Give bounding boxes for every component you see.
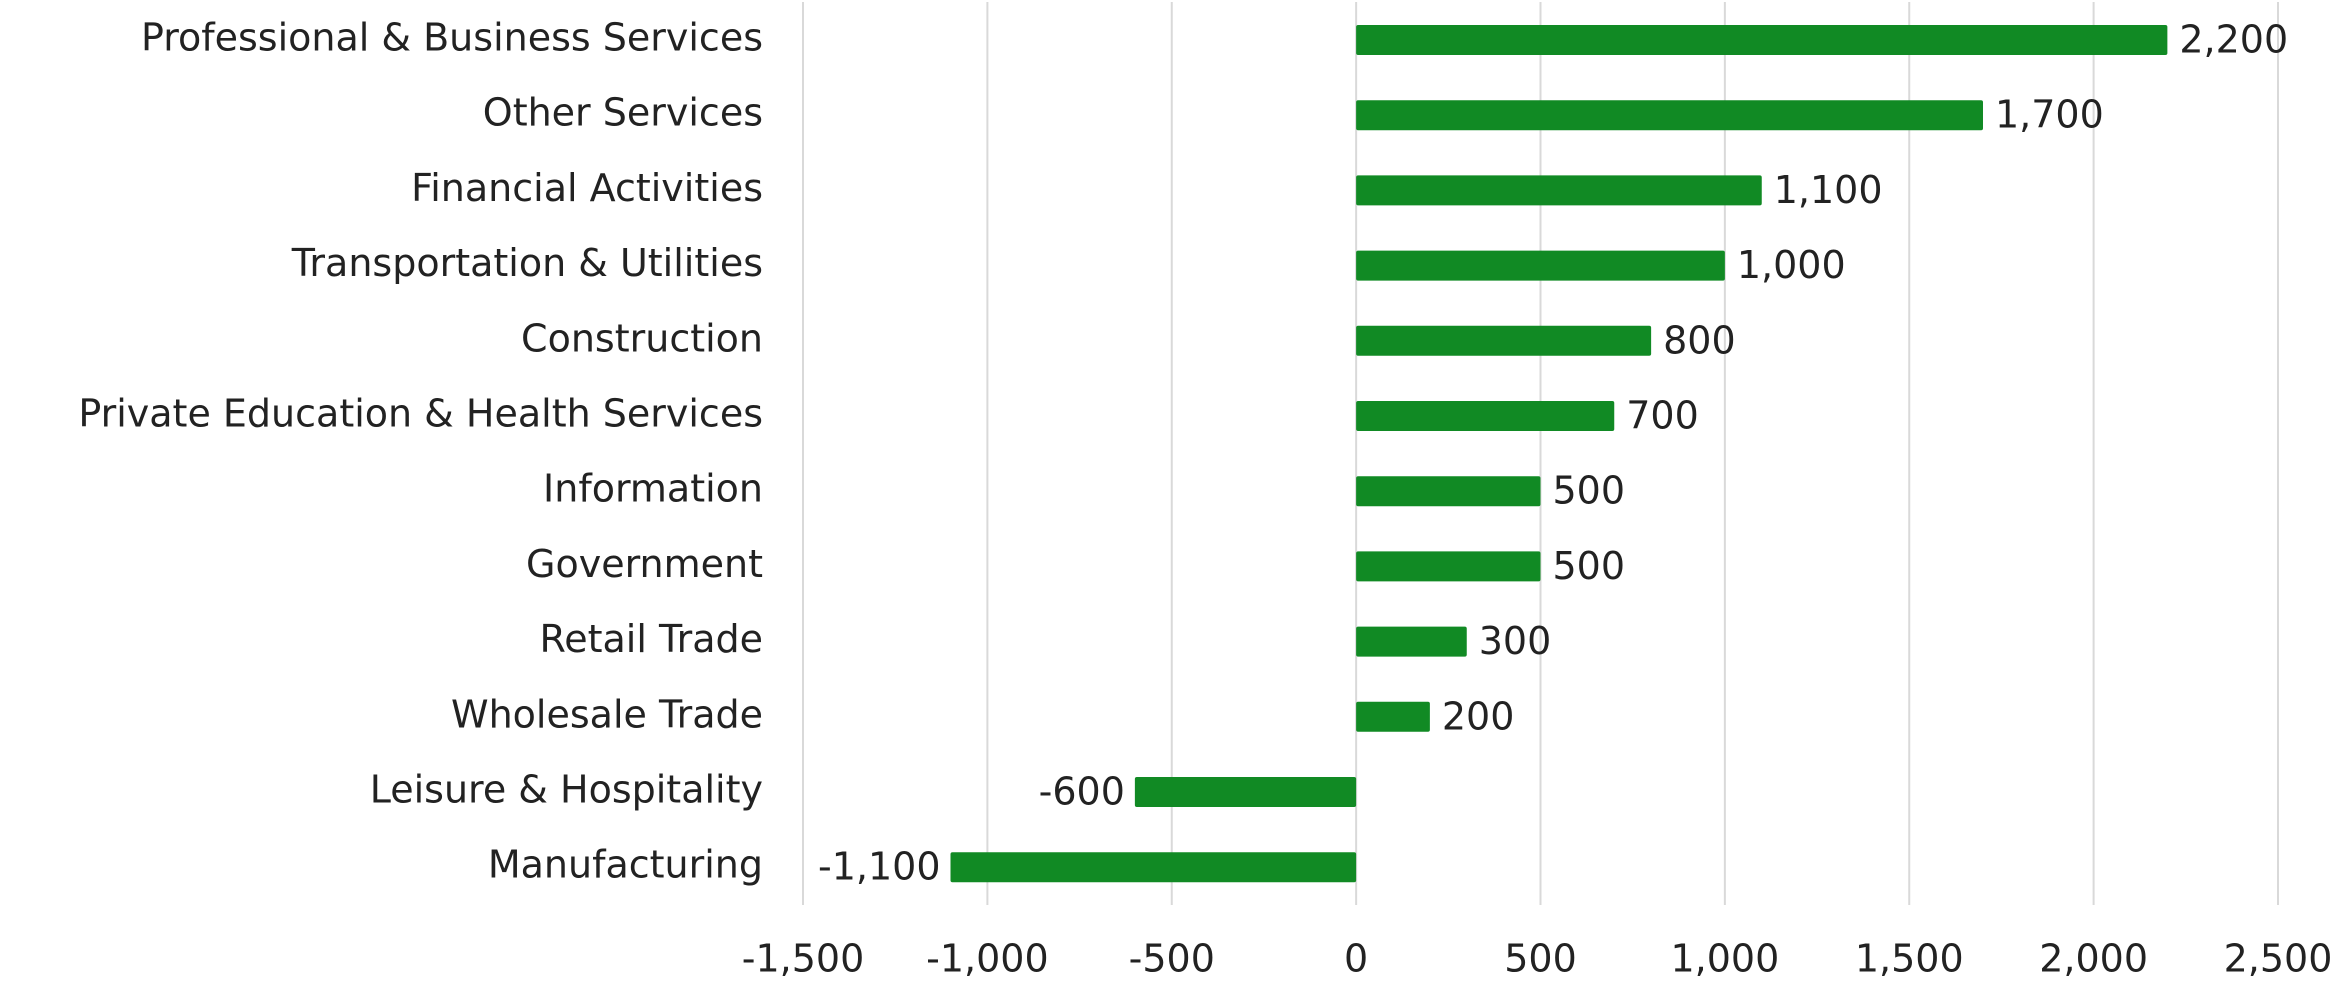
data-label: -1,100 bbox=[818, 845, 941, 889]
x-tick-label: -500 bbox=[1129, 937, 1215, 981]
data-label: 300 bbox=[1479, 619, 1552, 663]
y-tick-label: Manufacturing bbox=[488, 843, 763, 887]
data-label: 700 bbox=[1626, 394, 1699, 438]
bar bbox=[950, 852, 1357, 883]
bar bbox=[1356, 325, 1652, 356]
data-label: 200 bbox=[1442, 694, 1515, 738]
bar bbox=[1356, 551, 1541, 582]
y-tick-label: Wholesale Trade bbox=[451, 692, 763, 736]
data-label: 2,200 bbox=[2179, 18, 2288, 62]
bar bbox=[1134, 777, 1357, 807]
bar bbox=[1356, 100, 1983, 131]
y-tick-label: Other Services bbox=[483, 91, 763, 135]
y-tick-label: Leisure & Hospitality bbox=[370, 768, 763, 812]
bar bbox=[1356, 175, 1762, 206]
x-tick-label: 0 bbox=[1344, 937, 1368, 981]
y-tick-label: Transportation & Utilities bbox=[291, 241, 763, 285]
y-tick-label: Government bbox=[526, 542, 763, 586]
bar bbox=[1356, 476, 1541, 507]
x-tick-label: 2,000 bbox=[2039, 937, 2148, 981]
bar bbox=[1356, 250, 1725, 281]
data-label: 500 bbox=[1553, 544, 1626, 588]
y-tick-label: Private Education & Health Services bbox=[78, 392, 763, 436]
x-tick-label: -1,000 bbox=[926, 937, 1049, 981]
y-tick-label: Financial Activities bbox=[411, 166, 763, 210]
bar bbox=[1356, 626, 1467, 657]
data-label: 500 bbox=[1553, 469, 1626, 513]
bar bbox=[1356, 701, 1430, 732]
x-tick-label: -1,500 bbox=[742, 937, 865, 981]
y-tick-label: Retail Trade bbox=[540, 617, 764, 661]
data-label: 800 bbox=[1663, 318, 1736, 362]
x-tick-label: 1,000 bbox=[1670, 937, 1779, 981]
y-tick-label: Construction bbox=[521, 316, 763, 360]
x-tick-label: 500 bbox=[1504, 937, 1577, 981]
y-tick-label: Professional & Business Services bbox=[141, 16, 763, 60]
x-tick-label: 1,500 bbox=[1855, 937, 1964, 981]
data-label: 1,100 bbox=[1774, 168, 1883, 212]
data-label: 1,700 bbox=[1995, 93, 2104, 137]
x-tick-label: 2,500 bbox=[2224, 937, 2333, 981]
data-label: 1,000 bbox=[1737, 243, 1846, 287]
bar bbox=[1356, 25, 2168, 55]
data-label: -600 bbox=[1039, 770, 1125, 814]
y-tick-label: Information bbox=[543, 467, 763, 511]
bar bbox=[1356, 401, 1615, 431]
